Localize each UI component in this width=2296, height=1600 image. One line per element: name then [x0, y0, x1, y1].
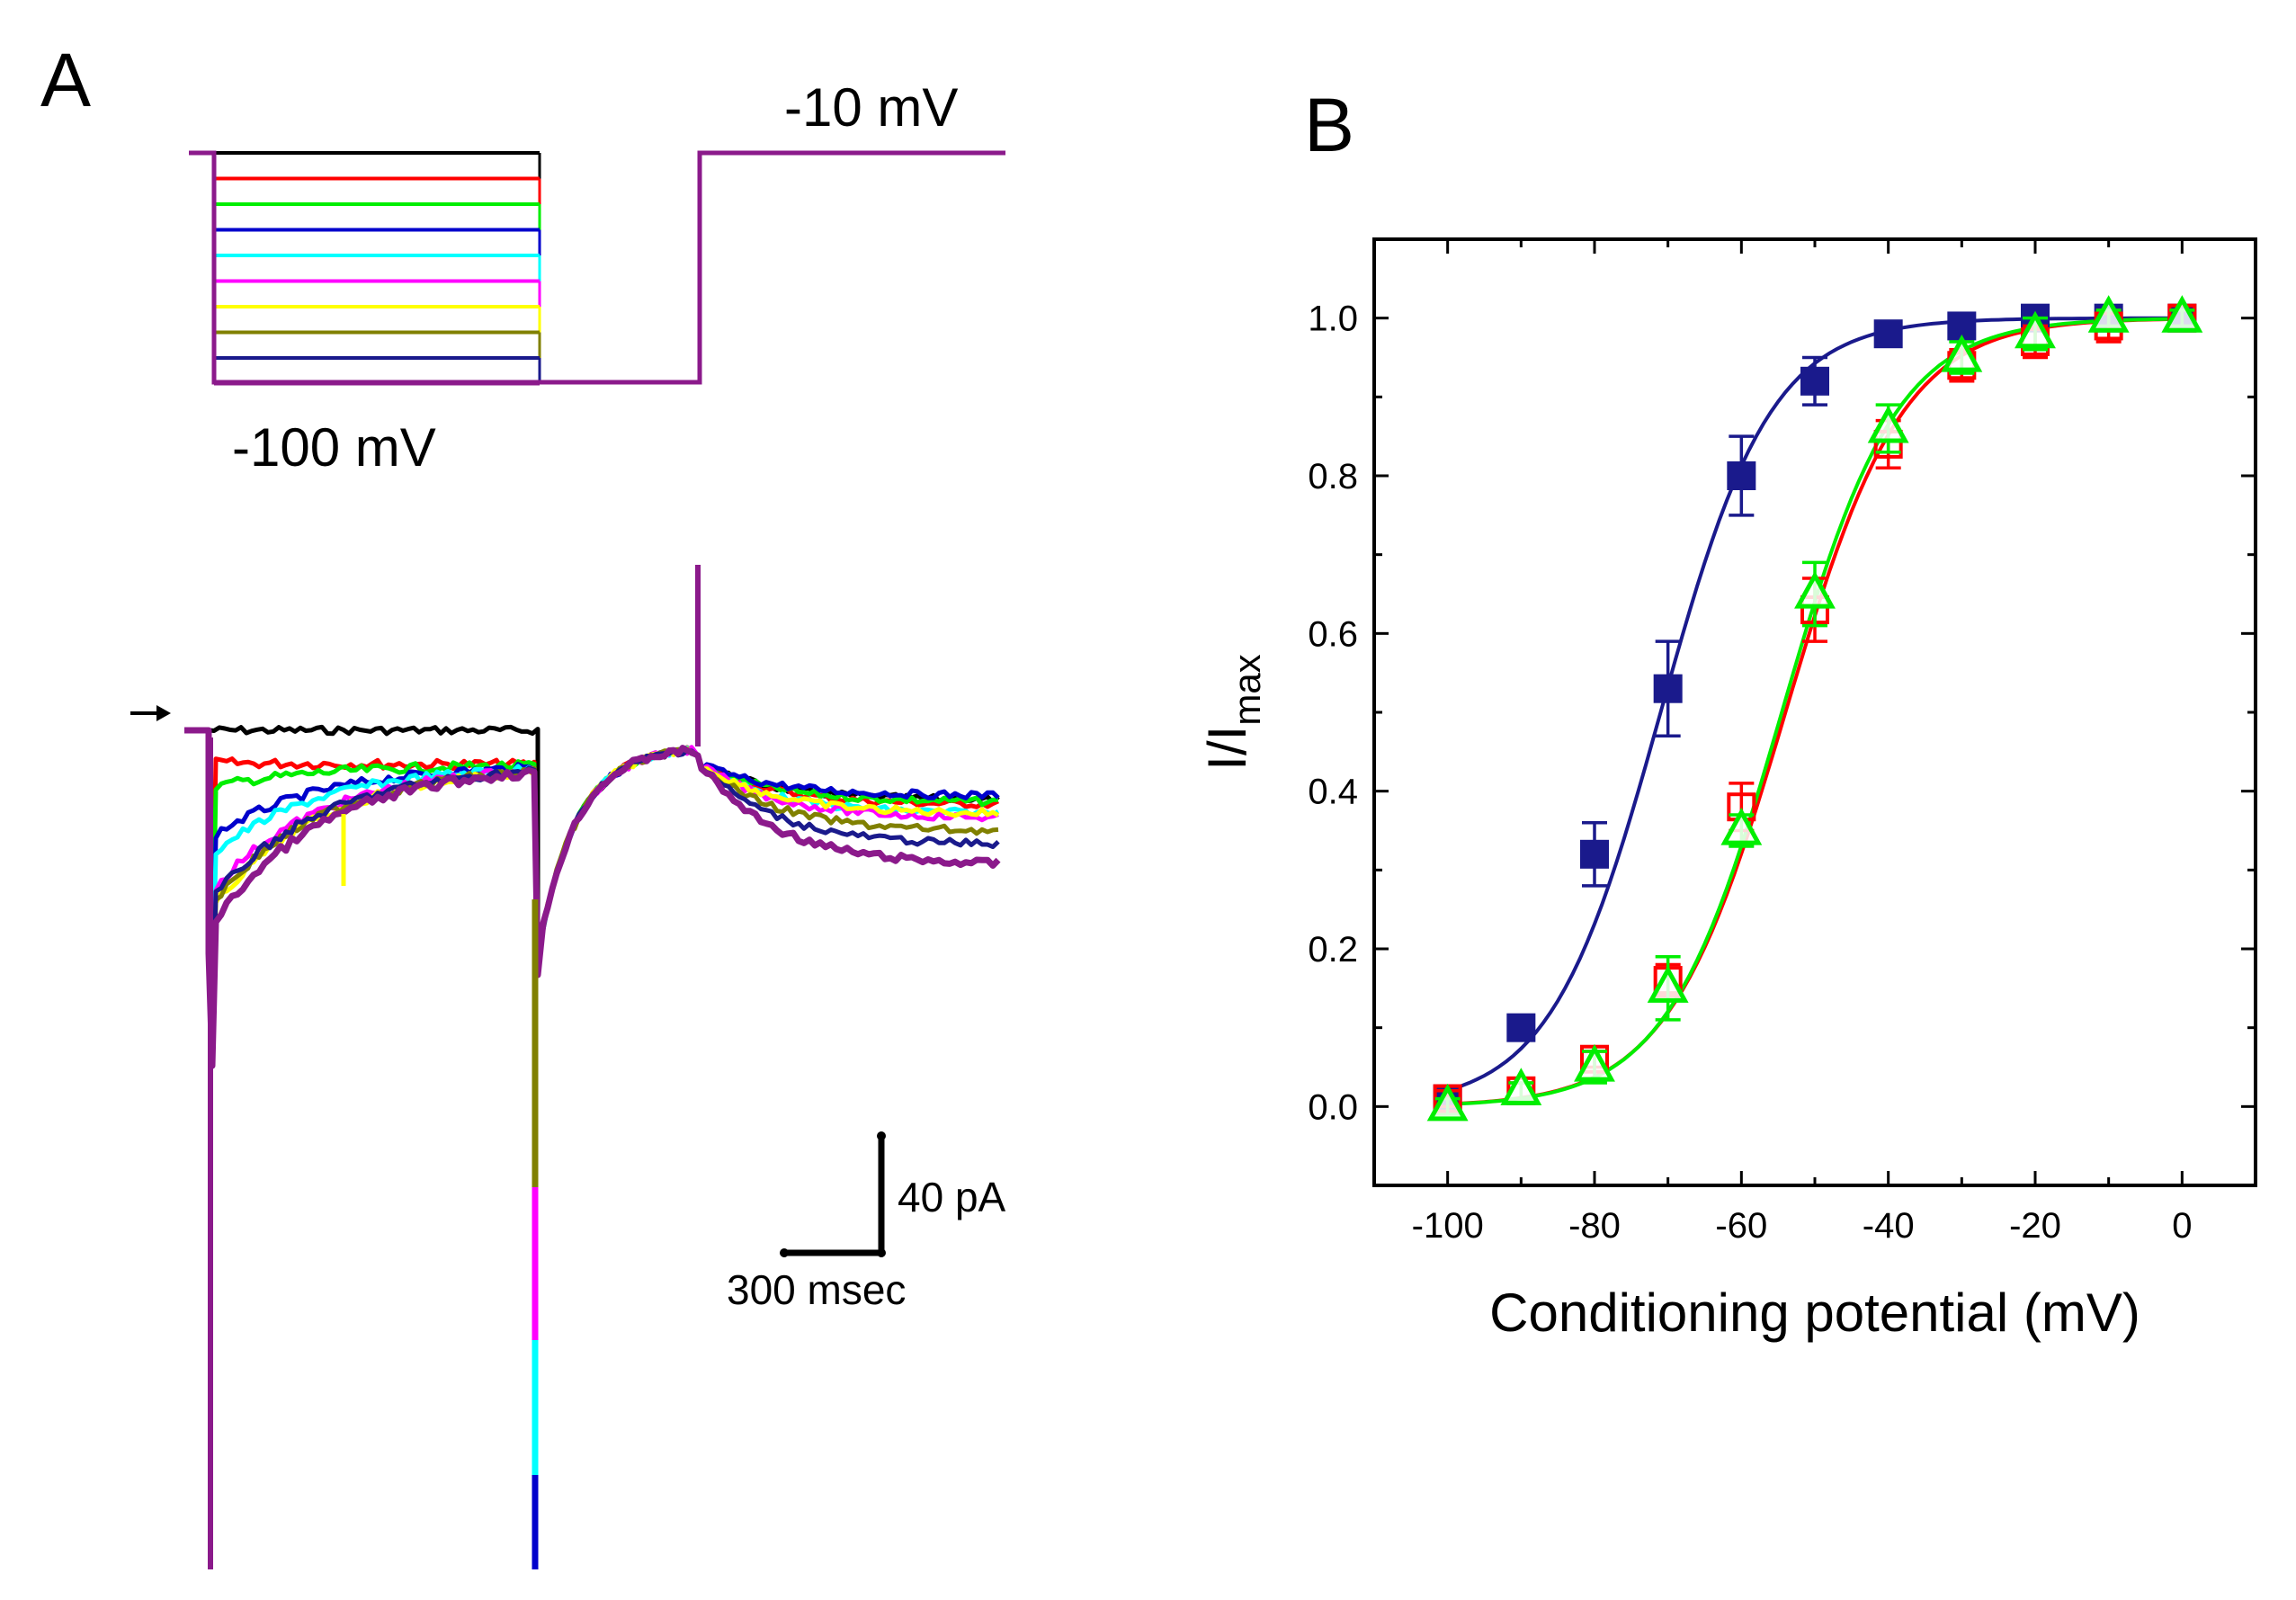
y-tick-label: 0.4	[1308, 773, 1358, 812]
steady-state-inactivation-chart: -100 -80 -60 -40 -20 0 0.0 0.2 0.4 0.6 0.8 1.0 Condi…	[1197, 237, 2257, 1343]
data-point-navy-squares	[1800, 366, 1829, 396]
current-trace-9	[184, 727, 1001, 1069]
data-point-green-open-triangles	[1574, 1043, 1615, 1082]
current-trace-7	[184, 728, 999, 1041]
y-tick-label: 0.6	[1308, 614, 1358, 654]
data-point-green-open-triangles	[1867, 405, 1909, 443]
fit-curve-red-open-squares	[1447, 317, 2183, 1106]
data-point-green-open-triangles	[1500, 1068, 1542, 1105]
scale-bar	[780, 1131, 886, 1257]
data-point-green-open-triangles	[2087, 295, 2130, 333]
data-point-green-open-triangles	[1426, 1083, 1469, 1122]
scale-current-label: 40 pA	[898, 1174, 1006, 1220]
current-trace-4	[184, 728, 1000, 1001]
panel-a-letter: A	[40, 38, 91, 122]
voltage-low-label: -100 mV	[232, 417, 436, 478]
data-point-green-open-triangles	[1647, 965, 1689, 1003]
x-tick-label: -100	[1412, 1206, 1484, 1246]
panel-b-letter: B	[1304, 83, 1354, 167]
y-tick-label: 0.8	[1308, 457, 1358, 496]
y-axis-title: I/Imax	[1197, 654, 1268, 770]
y-tick-label: 0.2	[1308, 930, 1358, 970]
data-point-navy-squares	[1506, 1013, 1536, 1042]
data-point-green-open-triangles	[1720, 807, 1763, 845]
x-tick-label: -80	[1568, 1206, 1621, 1246]
panel-b: B -100 -80 -60 -40 -20 0 0.0 0.2 0.4 0.6 0.8 1.0 Con…	[1197, 83, 2257, 1343]
data-point-green-open-triangles	[2161, 295, 2203, 333]
data-point-green-open-triangles	[1941, 334, 1983, 372]
x-axis-title: Conditioning potential (mV)	[1489, 1283, 2140, 1343]
data-point-navy-squares	[1580, 839, 1609, 869]
current-trace-1	[184, 728, 1000, 961]
y-tick-label: 0.0	[1308, 1087, 1358, 1127]
fit-curve-green-open-triangles	[1447, 317, 2183, 1106]
x-tick-label: -60	[1715, 1206, 1767, 1246]
data-point-green-open-triangles	[2015, 310, 2056, 349]
data-point-green-open-triangles	[1794, 570, 1836, 609]
current-trace-8	[184, 728, 1000, 1055]
scale-time-label: 300 msec	[727, 1266, 906, 1313]
current-traces	[184, 565, 1001, 1569]
fit-curve-navy-squares	[1447, 316, 2183, 1093]
y-tick-label: 1.0	[1308, 299, 1358, 339]
x-tick-label: -20	[2009, 1206, 2061, 1246]
data-point-navy-squares	[1873, 319, 1903, 349]
protocol-outline	[189, 150, 1005, 385]
voltage-high-label: -10 mV	[784, 77, 958, 138]
voltage-protocol	[189, 150, 1005, 386]
data-point-navy-squares	[1727, 461, 1756, 490]
current-trace-3	[184, 728, 1000, 988]
data-point-navy-squares	[1653, 674, 1683, 703]
panel-a: A -10 mV -100 mV 40 pA 300 msec	[40, 38, 1006, 1569]
arrow-right-icon	[130, 705, 171, 721]
x-tick-label: -40	[1863, 1206, 1915, 1246]
x-tick-label: 0	[2172, 1206, 2192, 1246]
